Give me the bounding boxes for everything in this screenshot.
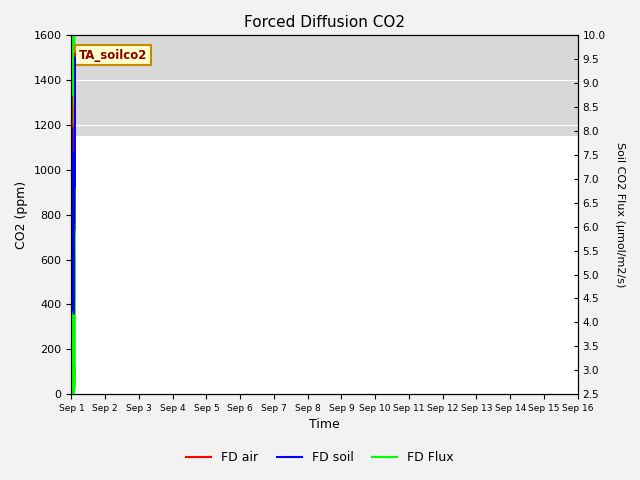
- Y-axis label: CO2 (ppm): CO2 (ppm): [15, 180, 28, 249]
- FD soil: [70, 277, 77, 283]
- FD air: [71, 50, 79, 56]
- FD Flux: [68, 391, 76, 397]
- Y-axis label: Soil CO2 Flux (μmol/m2/s): Soil CO2 Flux (μmol/m2/s): [615, 142, 625, 288]
- FD air: [70, 308, 77, 314]
- FD air: [70, 269, 77, 275]
- FD soil: [71, 55, 79, 60]
- FD soil: [70, 166, 78, 171]
- FD Flux: [71, 269, 79, 275]
- FD soil: [70, 311, 78, 317]
- Line: FD soil: FD soil: [72, 58, 75, 314]
- FD Flux: [71, 168, 79, 174]
- FD air: [71, 148, 79, 154]
- FD Flux: [70, 300, 77, 306]
- FD air: [71, 50, 79, 56]
- Text: TA_soilco2: TA_soilco2: [79, 48, 147, 61]
- Line: FD Flux: FD Flux: [72, 36, 75, 394]
- FD Flux: [68, 77, 76, 83]
- FD air: [70, 142, 77, 147]
- FD soil: [68, 135, 76, 141]
- FD soil: [71, 156, 79, 162]
- FD soil: [71, 55, 79, 60]
- FD Flux: [68, 281, 76, 287]
- FD air: [68, 145, 76, 151]
- FD soil: [68, 178, 76, 184]
- FD soil: [71, 55, 79, 60]
- Title: Forced Diffusion CO2: Forced Diffusion CO2: [244, 15, 405, 30]
- FD Flux: [71, 297, 79, 302]
- X-axis label: Time: Time: [309, 419, 340, 432]
- Legend: FD air, FD soil, FD Flux: FD air, FD soil, FD Flux: [181, 446, 459, 469]
- Bar: [72, 36, 578, 136]
- FD Flux: [70, 350, 78, 356]
- FD air: [68, 114, 76, 120]
- FD air: [71, 50, 79, 56]
- FD soil: [70, 162, 77, 168]
- FD Flux: [70, 250, 77, 256]
- Line: FD air: FD air: [72, 53, 75, 311]
- FD Flux: [68, 33, 76, 38]
- FD air: [70, 156, 78, 162]
